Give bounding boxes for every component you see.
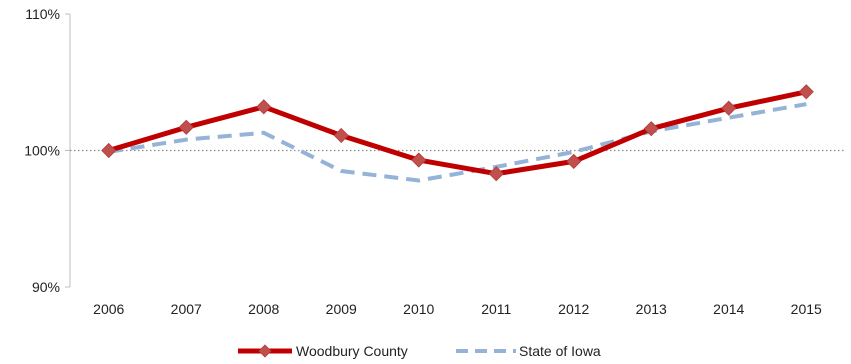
series-layer [101, 84, 814, 183]
chart-axes [69, 14, 845, 287]
x-tick-label: 2009 [326, 301, 357, 317]
data-point-woodbury-county [333, 127, 349, 144]
y-tick-label: 90% [32, 279, 60, 295]
data-point-woodbury-county [101, 142, 117, 159]
series-line-state-of-iowa [108, 102, 807, 183]
legend-label-woodbury-county: Woodbury County [296, 343, 408, 359]
data-point-woodbury-county [411, 152, 427, 168]
x-tick-label: 2007 [171, 301, 202, 317]
data-point-woodbury-county [178, 119, 194, 135]
x-tick-label: 2010 [403, 301, 434, 317]
data-point-woodbury-county [488, 166, 504, 182]
data-point-woodbury-county [566, 153, 582, 169]
chart-legend: Woodbury County State of Iowa [238, 343, 601, 359]
y-axis-ticks: 90% 100% 110% [24, 6, 70, 295]
x-tick-label: 2013 [636, 301, 667, 317]
legend-label-state-of-iowa: State of Iowa [519, 343, 601, 359]
data-point-woodbury-county [256, 99, 272, 115]
data-point-woodbury-county [798, 84, 814, 100]
legend-marker-woodbury-county [258, 344, 272, 358]
x-tick-label: 2012 [558, 301, 589, 317]
x-tick-label: 2011 [481, 301, 511, 317]
data-point-woodbury-county [643, 121, 659, 137]
x-tick-label: 2008 [248, 301, 279, 317]
data-point-woodbury-county [721, 100, 737, 116]
y-tick-label: 110% [25, 6, 60, 22]
series-line-woodbury-county [108, 89, 807, 177]
x-axis-ticks: 2006 2007 2008 2009 2010 2011 2012 2013 2014 2015 [93, 301, 822, 317]
x-tick-label: 2006 [93, 301, 124, 317]
x-tick-label: 2015 [791, 301, 822, 317]
x-tick-label: 2014 [713, 301, 744, 317]
y-tick-label: 100% [24, 143, 60, 159]
